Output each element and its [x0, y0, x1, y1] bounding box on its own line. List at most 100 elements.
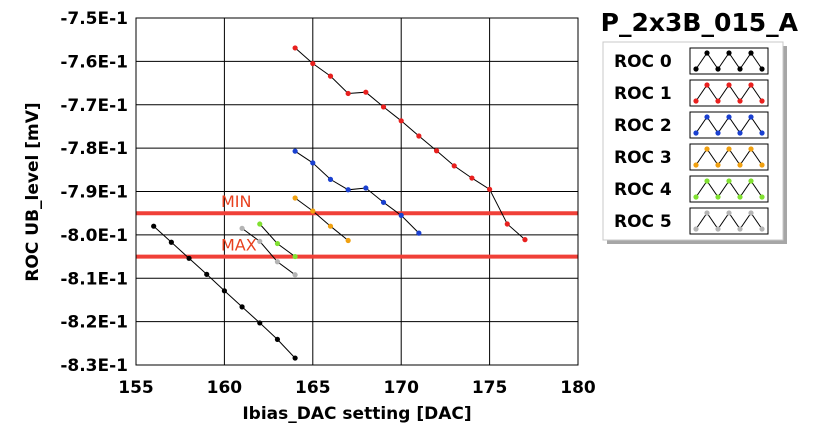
legend-swatch-marker-roc-2 — [759, 130, 765, 136]
legend-swatch-marker-roc-4 — [737, 194, 743, 200]
y-tick-label: -7.8E-1 — [60, 139, 128, 159]
data-point-roc-1 — [363, 89, 369, 95]
y-tick-label: -8.3E-1 — [60, 356, 128, 376]
series-line-roc-5 — [241, 227, 296, 276]
x-tick-label: 180 — [560, 378, 596, 398]
data-point-roc-3 — [310, 208, 316, 214]
legend-swatch-marker-roc-0 — [737, 66, 743, 72]
x-axis-title: Ibias_DAC setting [DAC] — [242, 404, 471, 424]
legend-swatch-marker-roc-4 — [693, 194, 699, 200]
x-tick-label: 165 — [295, 378, 331, 398]
data-point-roc-0 — [151, 223, 157, 229]
data-point-roc-5 — [274, 259, 281, 265]
legend: ROC 0 ROC 1 ROC 2 ROC 3 ROC 4 ROC 5 — [602, 41, 787, 244]
legend-swatch-marker-roc-2 — [748, 114, 754, 120]
legend-swatch-marker-roc-3 — [737, 162, 743, 168]
data-point-roc-2 — [363, 185, 369, 191]
data-point-roc-4 — [274, 240, 281, 247]
x-tick-label: 160 — [207, 378, 243, 398]
x-tick-label: 175 — [472, 378, 508, 398]
legend-label-roc-2: ROC 2 — [614, 116, 672, 136]
legend-swatch-marker-roc-2 — [726, 114, 732, 120]
data-point-roc-1 — [416, 133, 422, 139]
data-point-roc-1 — [327, 73, 334, 79]
legend-swatch-marker-roc-3 — [759, 162, 765, 168]
limit-label-min: MIN — [221, 192, 252, 211]
legend-swatch-marker-roc-1 — [737, 98, 743, 104]
legend-swatch-marker-roc-0 — [715, 66, 721, 72]
legend-swatch-marker-roc-1 — [759, 98, 765, 104]
legend-swatch-marker-roc-1 — [726, 82, 732, 88]
legend-swatch-marker-roc-0 — [759, 66, 765, 72]
legend-swatch-marker-roc-5 — [759, 226, 765, 232]
data-point-roc-3 — [292, 195, 298, 201]
data-point-roc-1 — [469, 175, 475, 181]
series-line-roc-3 — [294, 197, 349, 241]
legend-label-roc-0: ROC 0 — [614, 52, 672, 72]
data-series — [151, 45, 528, 361]
legend-swatch-marker-roc-5 — [693, 226, 699, 232]
series-line-roc-1 — [294, 47, 526, 240]
legend-swatch-marker-roc-5 — [737, 226, 743, 232]
axes: 155 160 165 170 175 180 -7.5E-1 -7.6E-1 -7.7E-1 -… — [60, 9, 596, 398]
legend-swatch-marker-roc-4 — [748, 178, 754, 184]
legend-swatch-marker-roc-5 — [715, 226, 721, 232]
data-point-roc-1 — [345, 90, 351, 97]
legend-swatch-marker-roc-3 — [748, 146, 754, 152]
legend-swatch-marker-roc-0 — [726, 50, 732, 56]
legend-swatch-marker-roc-4 — [726, 178, 732, 184]
legend-swatch-marker-roc-4 — [704, 178, 710, 184]
legend-swatch-marker-roc-2 — [704, 114, 710, 120]
data-point-roc-1 — [487, 186, 493, 192]
y-tick-label: -8.1E-1 — [60, 269, 128, 289]
data-point-roc-1 — [380, 104, 387, 110]
legend-swatch-marker-roc-0 — [704, 50, 710, 56]
legend-swatch-marker-roc-5 — [748, 210, 754, 216]
y-tick-label: -7.6E-1 — [60, 52, 128, 72]
legend-swatch-marker-roc-5 — [704, 210, 710, 216]
legend-label-roc-4: ROC 4 — [614, 180, 672, 200]
data-point-roc-1 — [451, 163, 457, 169]
legend-box — [602, 41, 784, 241]
data-point-roc-1 — [310, 60, 316, 67]
legend-swatch-marker-roc-5 — [726, 210, 732, 216]
plot-frame — [135, 17, 579, 366]
data-point-roc-0 — [239, 304, 245, 310]
legend-swatch-marker-roc-1 — [704, 82, 710, 88]
data-point-roc-0 — [204, 271, 210, 277]
data-point-roc-2 — [380, 199, 387, 205]
legend-label-roc-1: ROC 1 — [614, 84, 672, 104]
data-point-roc-4 — [292, 253, 298, 260]
data-point-roc-1 — [522, 237, 528, 243]
legend-swatch-marker-roc-3 — [726, 146, 732, 152]
data-point-roc-2 — [416, 230, 422, 236]
y-tick-label: -7.9E-1 — [60, 183, 128, 203]
y-tick-label: -7.5E-1 — [60, 9, 128, 29]
data-point-roc-0 — [186, 255, 192, 261]
data-point-roc-5 — [292, 272, 298, 278]
y-axis-title: ROC UB_level [mV] — [23, 102, 43, 281]
data-point-roc-2 — [327, 176, 334, 182]
chart-title: P_2x3B_015_A — [601, 8, 799, 37]
data-point-roc-5 — [239, 225, 245, 231]
data-point-roc-0 — [292, 355, 298, 361]
data-point-roc-2 — [345, 187, 351, 193]
legend-swatch-marker-roc-2 — [737, 130, 743, 136]
legend-swatch-marker-roc-2 — [715, 130, 721, 136]
legend-label-roc-3: ROC 3 — [614, 148, 672, 168]
legend-swatch-roc-4 — [689, 175, 769, 203]
data-point-roc-2 — [310, 160, 316, 166]
legend-swatch-marker-roc-2 — [693, 130, 699, 136]
legend-swatch-marker-roc-1 — [693, 98, 699, 104]
legend-swatch-marker-roc-3 — [704, 146, 710, 152]
series-line-roc-2 — [294, 150, 420, 234]
legend-swatch-marker-roc-0 — [748, 50, 754, 56]
legend-swatch-marker-roc-0 — [693, 66, 699, 72]
y-tick-label: -7.7E-1 — [60, 96, 128, 116]
data-point-roc-4 — [257, 221, 263, 227]
legend-swatch-marker-roc-4 — [759, 194, 765, 200]
limit-label-max: MAX — [221, 236, 257, 255]
legend-swatch-roc-3 — [689, 143, 769, 171]
data-point-roc-0 — [168, 239, 174, 245]
